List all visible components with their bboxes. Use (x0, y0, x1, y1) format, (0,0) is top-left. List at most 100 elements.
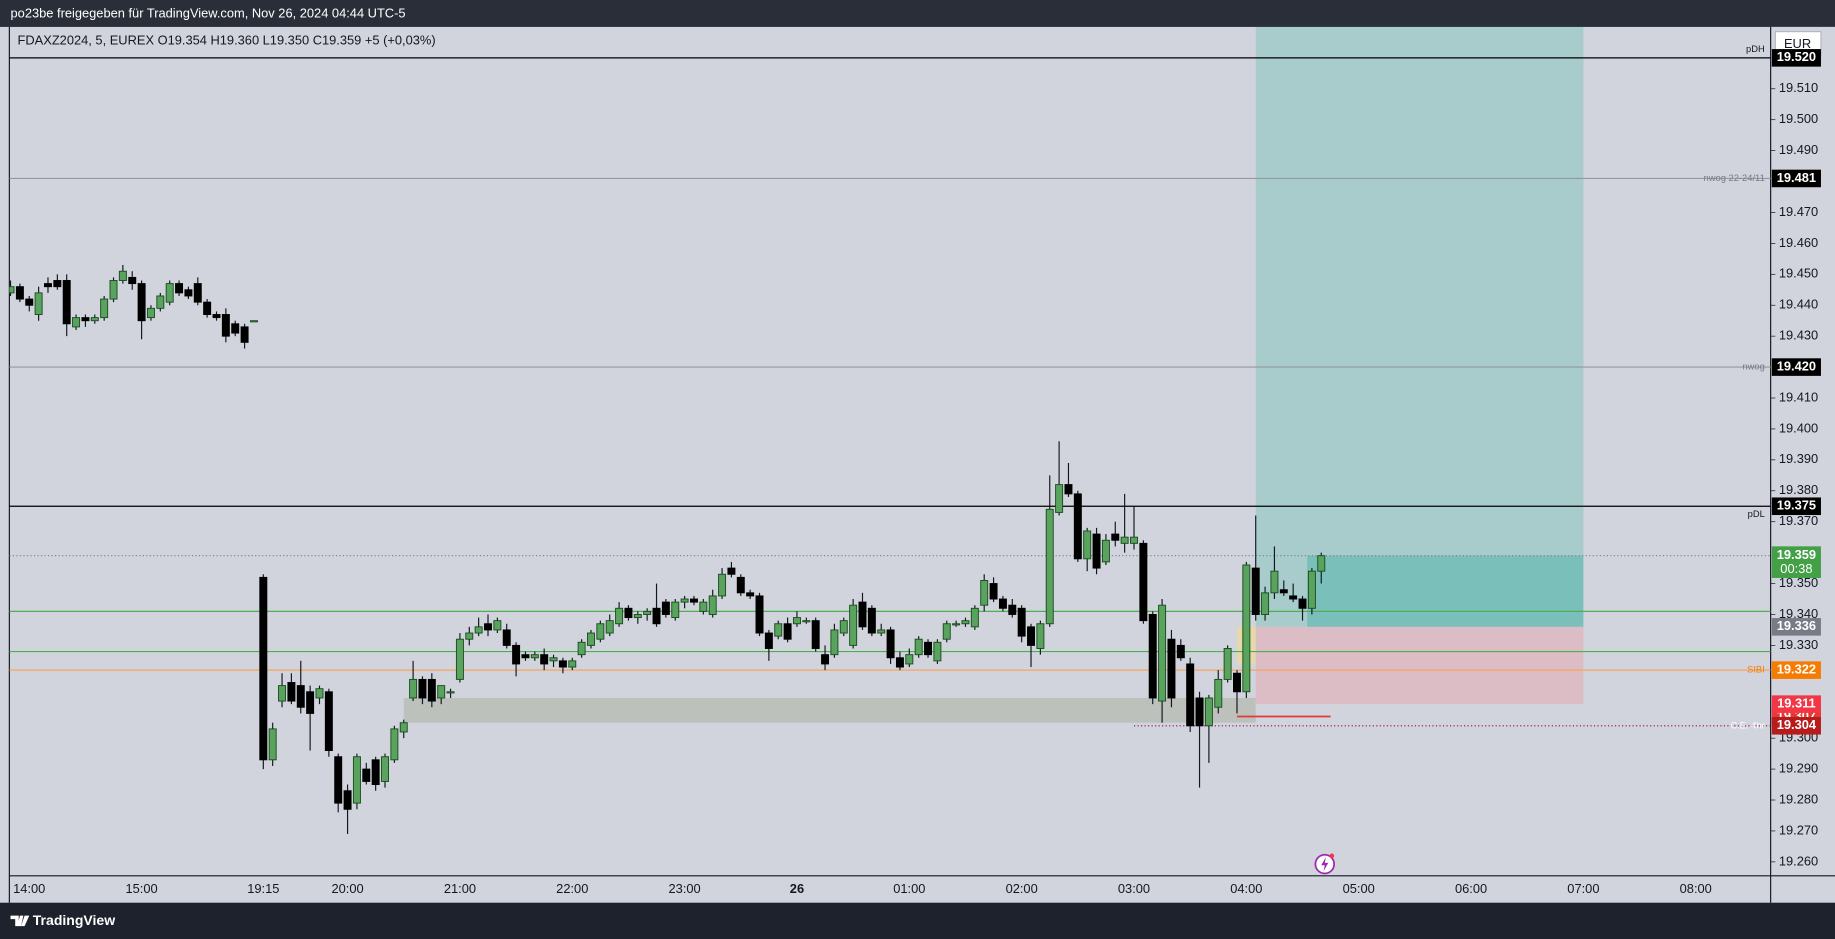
y-tick-label: 19.510 (1779, 80, 1818, 95)
candle-body (1298, 598, 1307, 609)
x-tick-label: 14:00 (13, 881, 45, 896)
candle-body (1307, 570, 1316, 609)
candle-body (877, 629, 886, 634)
y-tick-label: 19.440 (1779, 297, 1818, 312)
candle-body (671, 601, 680, 619)
x-tick-label: 22:00 (556, 881, 588, 896)
candle-body (15, 286, 24, 300)
candle-body (137, 283, 146, 322)
candle-body (484, 623, 492, 631)
y-tick-label: 19.430 (1779, 328, 1818, 343)
candle-body (1008, 604, 1017, 615)
candle-body (334, 756, 343, 804)
y-tick-label: 19.340 (1779, 606, 1818, 621)
y-tick-label: 19.470 (1779, 204, 1818, 219)
candle-body (1167, 638, 1176, 699)
candle-body (605, 620, 614, 634)
candle-body (867, 607, 876, 634)
alert-icon[interactable] (1314, 853, 1335, 875)
candle-body (1148, 614, 1157, 699)
candle-body (914, 638, 923, 656)
price-axis: pDH nwog 22-24/11 nwog pDL SIBI C.E. 4hr 19.51… (1704, 44, 1821, 868)
candle-body (736, 576, 745, 594)
y-tick-label: 19.270 (1779, 822, 1818, 837)
candle-body (465, 632, 474, 640)
candle-body (1092, 533, 1101, 569)
candle-body (25, 298, 34, 306)
candle-body (249, 320, 258, 323)
candle-body (184, 289, 193, 297)
level-label: 19.304 (1777, 717, 1817, 732)
candle-body (381, 756, 390, 782)
x-tick-label: 20:00 (331, 881, 363, 896)
entry-label: 19.336 (1777, 618, 1816, 633)
level-box (1771, 497, 1821, 516)
candle-body (278, 685, 287, 702)
candle-body (371, 759, 380, 786)
candle-body (53, 280, 62, 288)
candle-body (296, 685, 305, 708)
candle-body (961, 620, 970, 625)
y-tick-label: 19.260 (1779, 853, 1818, 868)
candle-body (549, 657, 558, 662)
candle-body (886, 629, 895, 659)
candle-body (1279, 589, 1288, 594)
candle-body (1045, 508, 1054, 625)
x-tick-label: 01:00 (893, 881, 925, 896)
y-tick-label: 19.350 (1779, 575, 1818, 590)
candle-body (44, 283, 52, 288)
candle-body (512, 644, 521, 665)
brand: TradingView (33, 912, 115, 928)
y-tick-label: 19.370 (1779, 513, 1818, 528)
candle-body (718, 573, 727, 597)
candle-body (783, 623, 792, 640)
candle-body (315, 688, 324, 699)
candle-body (764, 632, 773, 649)
candle-body (81, 317, 90, 322)
candle-body (1083, 530, 1092, 560)
candle-body (933, 641, 942, 662)
x-tick-label: 02:00 (1006, 881, 1038, 896)
candle-body (306, 691, 315, 714)
candle-body (165, 283, 174, 303)
candle-body (1251, 567, 1260, 615)
candle-body (1195, 697, 1204, 727)
candle-body (1242, 564, 1251, 693)
candle-body (259, 576, 268, 761)
candle-body (1204, 697, 1213, 727)
candle-body (146, 307, 155, 319)
candle-body (212, 314, 221, 319)
candle-body (34, 292, 43, 315)
currency[interactable]: EUR (1784, 36, 1811, 51)
candle-body (699, 601, 708, 612)
level-label: nwog (1742, 362, 1764, 372)
level-box (1771, 49, 1821, 67)
candle-body (661, 601, 670, 615)
alert-dot[interactable] (1329, 853, 1335, 859)
level-label: C.E. 4hr (1730, 720, 1764, 730)
y-tick-label: 19.290 (1779, 760, 1818, 775)
candle-body (1130, 536, 1138, 544)
candle-body (924, 641, 933, 656)
y-tick-label: 19.410 (1779, 389, 1818, 404)
candle-body (352, 756, 361, 804)
countdown: 00:38 (1780, 561, 1812, 576)
candle-body (792, 617, 801, 625)
candle-body (708, 595, 717, 615)
candle-body (652, 607, 661, 625)
candle-body (409, 678, 418, 699)
candle-body (596, 623, 605, 640)
x-tick-label: 05:00 (1343, 881, 1375, 896)
candle-body (1289, 595, 1298, 600)
candle-body (362, 768, 371, 782)
candle-body (1317, 555, 1326, 572)
candle-body (221, 314, 230, 337)
candle-body (1036, 623, 1045, 649)
candle-body (390, 728, 399, 761)
candle-body (90, 317, 99, 322)
x-tick-label: 07:00 (1567, 881, 1599, 896)
y-tick-label: 19.380 (1779, 482, 1818, 497)
alert-bolt[interactable] (1321, 857, 1329, 872)
level-label: 19.375 (1777, 498, 1816, 513)
candle-body (521, 654, 530, 659)
